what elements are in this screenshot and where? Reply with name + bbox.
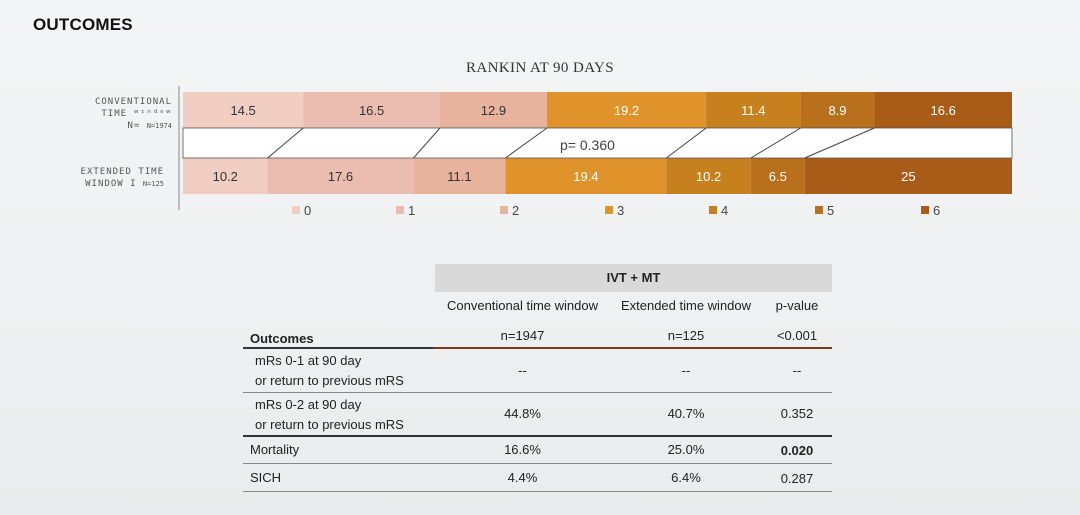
data-label: 11.4 — [741, 103, 765, 118]
table-row-label: mRs 0-2 at 90 day or return to previous m… — [255, 397, 404, 432]
bar-segment — [706, 92, 801, 128]
bar-segment — [505, 158, 667, 194]
rankin-chart: 14.5 16.5 12.9 19.2 11.4 8.9 16.610.2 17.6 11.1 1… — [178, 86, 1013, 218]
legend-swatch — [396, 206, 404, 214]
col-header-pvalue: p-value — [775, 298, 819, 313]
row-divider — [243, 463, 832, 464]
row-divider — [243, 435, 832, 437]
row-label-line: WINDOW I N=125 — [85, 179, 164, 189]
chart-p-value: p= 0.360 — [560, 137, 615, 153]
rule-outcomes — [243, 347, 433, 349]
row-label-conventional: CONVENTIONAL TIME ʷᶦⁿᵈᵒʷ N= N=1974 — [60, 96, 172, 132]
col-header-conventional: Conventional time window — [446, 298, 599, 313]
outcomes-label: Outcomes — [250, 331, 314, 346]
legend-swatch — [605, 206, 613, 214]
legend-swatch — [709, 206, 717, 214]
row-n: N=125 — [142, 180, 164, 188]
table-group-header: IVT + MT — [606, 270, 661, 285]
connector-line — [267, 127, 304, 159]
table-cell-significant: 0.020 — [780, 443, 814, 458]
row-divider — [243, 392, 832, 393]
table-cell: 40.7% — [667, 406, 705, 421]
row-label-extended: EXTENDED TIME WINDOW I N=125 — [40, 166, 164, 190]
row-label-line: N= N=1974 — [127, 121, 172, 131]
bar-segment — [183, 92, 304, 128]
connector-line — [666, 127, 707, 159]
bar-segment — [267, 158, 414, 194]
legend-swatch — [815, 206, 823, 214]
legend-label: 5 — [827, 203, 834, 218]
table-cell: 25.0% — [667, 442, 705, 457]
data-label: 16.6 — [931, 103, 956, 118]
legend-label: 4 — [721, 203, 728, 218]
data-label: 11.1 — [447, 169, 471, 184]
data-label: 19.4 — [573, 169, 598, 184]
bar-segment — [439, 92, 547, 128]
bar-segment — [874, 92, 1012, 128]
connector-line — [505, 127, 548, 159]
legend-label: 1 — [408, 203, 415, 218]
bar-segment — [303, 92, 440, 128]
data-label: 16.5 — [359, 103, 384, 118]
data-label: 12.9 — [481, 103, 506, 118]
bar-segment — [804, 158, 1012, 194]
data-label: 6.5 — [769, 169, 787, 184]
row-label-line: CONVENTIONAL — [94, 97, 172, 107]
connector-line — [413, 127, 441, 159]
data-label: 17.6 — [328, 169, 353, 184]
legend-label: 3 — [617, 203, 624, 218]
table-row-label: Mortality — [250, 442, 300, 457]
data-label: 10.2 — [696, 169, 721, 184]
table-cell: 0.287 — [780, 471, 814, 486]
bar-segment — [666, 158, 751, 194]
legend-label: 0 — [304, 203, 311, 218]
n-pvalue: <0.001 — [776, 328, 818, 343]
table-row-label: mRs 0-1 at 90 day or return to previous m… — [255, 353, 404, 388]
bar-segment — [546, 92, 707, 128]
table-cell: -- — [518, 363, 527, 378]
table-row-label: SICH — [250, 470, 282, 485]
table-group-header-band — [435, 264, 832, 292]
legend-label: 6 — [933, 203, 940, 218]
col-header-extended: Extended time window — [620, 298, 752, 313]
table-cell: -- — [792, 363, 802, 378]
data-label: 25 — [901, 169, 915, 184]
connector-line — [750, 127, 801, 159]
rule-header — [433, 347, 832, 349]
data-label: 19.2 — [614, 103, 639, 118]
row-n: N=1974 — [146, 122, 172, 130]
legend-label: 2 — [512, 203, 519, 218]
bar-segment — [413, 158, 506, 194]
data-label: 8.9 — [828, 103, 846, 118]
table-cell: 0.352 — [780, 406, 814, 421]
data-label: 14.5 — [230, 103, 255, 118]
bar-segment — [750, 158, 805, 194]
legend-swatch — [921, 206, 929, 214]
row-divider — [243, 491, 832, 492]
connector-line — [804, 127, 875, 159]
table-cell: 6.4% — [671, 470, 701, 485]
n-conventional: n=1947 — [500, 328, 545, 343]
data-label: 10.2 — [213, 169, 238, 184]
slide-title: OUTCOMES — [33, 15, 133, 34]
bar-segment — [800, 92, 875, 128]
bar-segment — [183, 158, 268, 194]
legend-swatch — [500, 206, 508, 214]
row-label-line: TIME ʷᶦⁿᵈᵒʷ — [101, 109, 172, 119]
table-cell: 4.4% — [507, 470, 538, 485]
row-label-line: EXTENDED TIME — [80, 167, 164, 177]
table-cell: 44.8% — [504, 406, 541, 421]
connector-band — [182, 127, 1013, 159]
legend-swatch — [292, 206, 300, 214]
chart-title: RANKIN AT 90 DAYS — [465, 60, 615, 76]
table-cell: 16.6% — [504, 442, 541, 457]
n-extended: n=125 — [667, 328, 705, 343]
table-cell: -- — [681, 363, 691, 378]
